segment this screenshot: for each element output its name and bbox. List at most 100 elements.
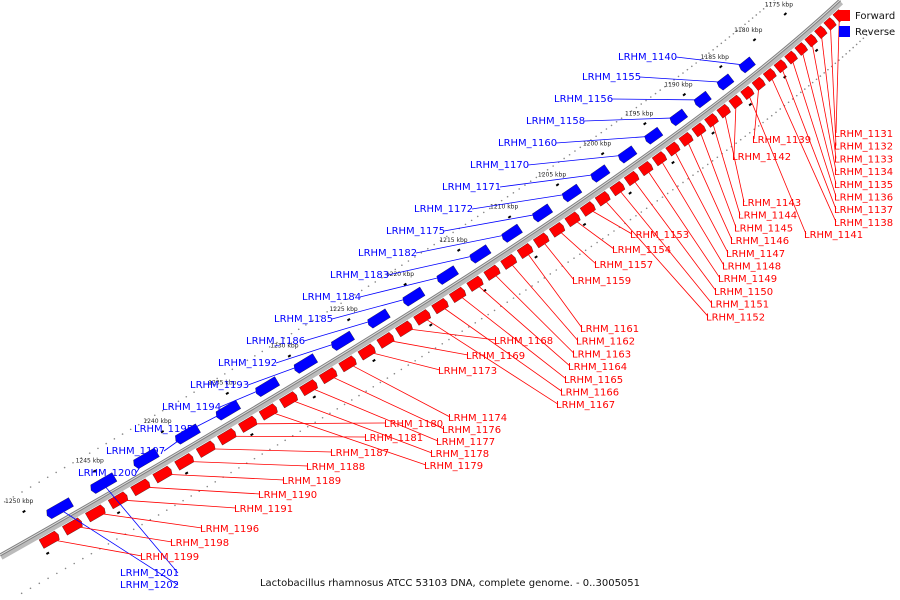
forward-gene-leader bbox=[227, 435, 367, 438]
upper-guide-dot bbox=[567, 261, 569, 263]
upper-guide-dot bbox=[607, 234, 610, 236]
reverse-gene-leader bbox=[387, 254, 480, 276]
lower-guide-dot bbox=[762, 8, 765, 10]
upper-guide-dot bbox=[269, 448, 271, 451]
upper-guide-dot bbox=[343, 403, 346, 406]
forward-gene-arrow bbox=[195, 440, 216, 458]
forward-gene-label: LRHM_1139 bbox=[752, 135, 811, 146]
kbp-tick-mark bbox=[346, 318, 351, 322]
upper-guide-dot bbox=[811, 81, 814, 84]
reverse-gene-leader bbox=[499, 173, 600, 188]
upper-guide-dot bbox=[314, 421, 316, 424]
backbone-highlight bbox=[0, 0, 841, 556]
upper-guide-dot bbox=[253, 457, 256, 460]
forward-gene-leader bbox=[711, 120, 741, 215]
lower-guide-dot bbox=[354, 293, 356, 296]
upper-guide-dot bbox=[841, 56, 844, 58]
lower-guide-dot bbox=[546, 168, 549, 171]
upper-guide-dot bbox=[441, 342, 444, 345]
lower-guide-dot bbox=[464, 223, 467, 226]
lower-guide-dot bbox=[446, 235, 448, 238]
upper-guide-dot bbox=[518, 293, 521, 295]
reverse-gene-arrow bbox=[215, 399, 242, 421]
upper-guide-dot bbox=[474, 322, 477, 324]
upper-guide-dot bbox=[823, 72, 825, 74]
forward-gene-arrow bbox=[609, 180, 626, 197]
lower-guide-dot bbox=[568, 153, 571, 156]
lower-guide-dot bbox=[529, 180, 532, 183]
upper-guide-dot bbox=[601, 237, 604, 240]
forward-gene-leader bbox=[631, 177, 717, 292]
lower-guide-dot bbox=[677, 75, 680, 78]
reverse-gene-arrow bbox=[738, 56, 756, 74]
forward-gene-leader bbox=[422, 316, 559, 405]
lower-guide-dot bbox=[427, 247, 429, 250]
upper-guide-dot bbox=[682, 181, 684, 184]
forward-gene-leader bbox=[386, 339, 469, 356]
forward-gene-arrow bbox=[773, 59, 788, 74]
reverse-gene-leader bbox=[471, 193, 572, 210]
upper-guide-dot bbox=[859, 40, 861, 43]
lower-guide-dot bbox=[605, 128, 608, 130]
upper-guide-dot bbox=[372, 385, 375, 388]
forward-gene-label: LRHM_1187 bbox=[330, 448, 389, 459]
gene-label-layer: LRHM_1140 LRHM_1155 LRHM_1156 LRHM_1158 LRHM… bbox=[78, 52, 893, 591]
lower-guide-dot bbox=[3, 500, 6, 503]
lower-guide-dot bbox=[615, 120, 618, 123]
reverse-gene-leader bbox=[58, 508, 179, 586]
lower-guide-dot bbox=[541, 172, 543, 175]
lower-guide-dot bbox=[595, 135, 597, 138]
forward-gene-arrow bbox=[691, 122, 707, 138]
upper-guide-dot bbox=[238, 467, 240, 469]
upper-guide-dot bbox=[386, 377, 389, 379]
upper-guide-dot bbox=[635, 215, 637, 217]
lower-guide-dot bbox=[732, 32, 735, 35]
forward-gene-arrow bbox=[152, 465, 173, 484]
reverse-gene-label: LRHM_1201 bbox=[120, 568, 179, 579]
upper-guide-dot bbox=[803, 88, 806, 90]
reverse-gene-leader bbox=[359, 275, 448, 298]
forward-gene-arrow bbox=[413, 309, 431, 326]
forward-gene-label: LRHM_1141 bbox=[804, 230, 863, 241]
upper-guide-dot bbox=[358, 394, 360, 397]
lower-guide-dot bbox=[72, 461, 74, 464]
upper-guide-dot bbox=[427, 351, 430, 354]
reverse-gene-leader bbox=[247, 363, 306, 386]
forward-gene-label: LRHM_1174 bbox=[448, 413, 507, 424]
lower-guide-dot bbox=[312, 319, 314, 322]
forward-gene-label: LRHM_1181 bbox=[364, 433, 423, 444]
upper-guide-dot bbox=[20, 592, 23, 595]
upper-guide-dot bbox=[512, 297, 515, 299]
forward-gene-label: LRHM_1163 bbox=[572, 349, 631, 360]
forward-gene-leader bbox=[835, 15, 840, 134]
lower-guide-dot bbox=[347, 298, 349, 300]
lower-guide-dot bbox=[744, 23, 746, 26]
lower-guide-dot bbox=[476, 215, 479, 218]
lower-guide-dot bbox=[724, 39, 727, 41]
forward-gene-arrow bbox=[395, 320, 413, 338]
upper-guide-dot bbox=[573, 257, 575, 259]
lower-guide-dot bbox=[276, 341, 278, 344]
forward-gene-arrow bbox=[500, 253, 518, 270]
lower-guide-dot bbox=[12, 496, 15, 498]
kbp-tick-label: 1240 kbp bbox=[143, 418, 171, 425]
lower-guide-dot bbox=[712, 49, 714, 51]
lower-guide-dot bbox=[46, 476, 49, 479]
forward-gene-label: LRHM_1138 bbox=[834, 218, 893, 229]
forward-gene-leader bbox=[780, 65, 837, 210]
lower-guide-dot bbox=[650, 96, 652, 98]
reverse-gene-label: LRHM_1158 bbox=[526, 116, 585, 127]
reverse-gene-arrow bbox=[46, 497, 74, 519]
upper-guide-dot bbox=[379, 381, 382, 384]
forward-gene-arrow bbox=[299, 379, 318, 397]
upper-guide-dot bbox=[306, 425, 309, 428]
reverse-gene-leader bbox=[639, 76, 726, 83]
reverse-gene-arrow bbox=[402, 286, 426, 307]
forward-gene-leader bbox=[723, 110, 745, 203]
lower-guide-dot bbox=[630, 110, 633, 112]
lower-guide-dot bbox=[645, 99, 647, 102]
forward-gene-arrow bbox=[318, 367, 338, 385]
kbp-tick-mark-lower bbox=[312, 395, 317, 399]
forward-gene-label: LRHM_1178 bbox=[430, 449, 489, 460]
